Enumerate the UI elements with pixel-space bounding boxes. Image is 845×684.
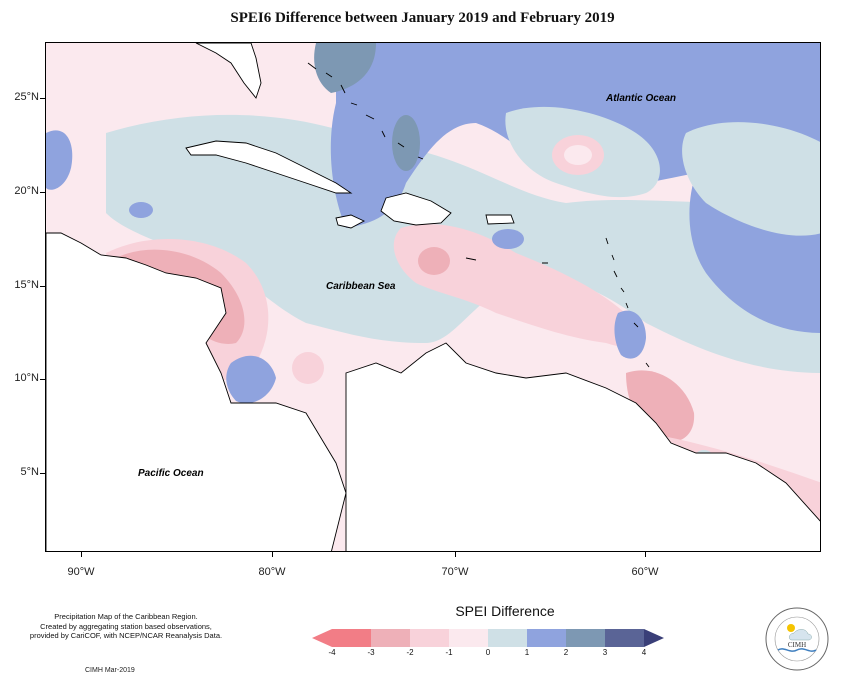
legend-colorbar <box>312 629 664 647</box>
notes-line-1: Precipitation Map of the Caribbean Regio… <box>54 612 198 621</box>
cuba-land <box>185 140 353 194</box>
lat-label-5: 5°N <box>20 466 39 478</box>
land-outlines <box>46 43 820 551</box>
map-panel: Atlantic Ocean Caribbean Sea Pacific Oce… <box>45 42 821 552</box>
island-marks <box>307 62 650 368</box>
lat-label-15: 15°N <box>14 279 39 291</box>
lat-label-25: 25°N <box>14 91 39 103</box>
lat-tick <box>40 379 45 380</box>
jamaica-land <box>335 214 366 229</box>
legend-cell <box>566 629 605 647</box>
logo-wave-icon <box>777 648 817 652</box>
legend-tick-label: 4 <box>641 648 647 657</box>
legend-tick-label: 2 <box>563 648 569 657</box>
atlantic-right-lens <box>682 122 820 236</box>
lon-label-80: 80°W <box>258 566 286 578</box>
western-blue-spot <box>46 130 73 190</box>
legend-cell <box>605 629 644 647</box>
notes-line-2: Created by aggregating station based obs… <box>40 621 212 631</box>
lon-tick <box>645 552 646 557</box>
cimh-logo: CIMH <box>765 607 829 671</box>
legend-cell <box>332 629 371 647</box>
yucatan-blue-spot <box>129 202 153 218</box>
central-caribbean-pink <box>393 224 640 347</box>
antilles-blue-spot <box>614 310 646 359</box>
panama-pink-spot <box>292 352 324 384</box>
florida-land <box>195 43 262 99</box>
map-title: SPEI6 Difference between January 2019 an… <box>230 10 615 26</box>
anomaly-fields <box>46 43 820 551</box>
legend-cell <box>488 629 527 647</box>
central-red-spot <box>418 247 450 275</box>
lon-label-70: 70°W <box>441 566 469 578</box>
notes-line-3: provided by CariCOF, with NCEP/NCAR Rean… <box>29 631 223 640</box>
puerto-rico-land <box>485 214 515 225</box>
lat-tick <box>40 286 45 287</box>
puerto-rico-blue-spot <box>492 229 524 249</box>
atlantic-ocean-label: Atlantic Ocean <box>606 93 677 104</box>
pacific-ocean-label: Pacific Ocean <box>138 468 204 479</box>
logo-cloud-icon <box>789 629 812 641</box>
legend-title: SPEI Difference <box>455 603 555 619</box>
lat-tick <box>40 473 45 474</box>
legend-tick-label: 1 <box>524 648 530 657</box>
lon-label-60: 60°W <box>631 566 659 578</box>
legend-tick-label: -4 <box>328 648 336 657</box>
legend-tick-label: -3 <box>367 648 375 657</box>
legend-cell <box>527 629 566 647</box>
central-america-land <box>46 232 347 551</box>
legend-cell <box>371 629 410 647</box>
logo-sun-icon <box>787 624 795 632</box>
legend-cell <box>410 629 449 647</box>
lat-tick <box>40 98 45 99</box>
legend-tick-label: -2 <box>406 648 414 657</box>
legend-tick-label: 3 <box>602 648 608 657</box>
map-notes: Precipitation Map of the Caribbean Regio… <box>6 612 246 641</box>
credit-text: CIMH Mar-2019 <box>85 667 135 674</box>
legend-arrow-right <box>644 629 664 647</box>
south-america-land <box>345 342 820 551</box>
atlantic-pink-spot-inner <box>564 145 592 165</box>
legend-tick-label: -1 <box>445 648 453 657</box>
hispaniola-land <box>380 192 452 226</box>
lat-label-10: 10°N <box>14 372 39 384</box>
lat-label-20: 20°N <box>14 185 39 197</box>
caribbean-sea-label: Caribbean Sea <box>326 281 396 292</box>
lon-tick <box>455 552 456 557</box>
lon-tick <box>81 552 82 557</box>
logo-text: CIMH <box>788 641 806 649</box>
atlantic-blue-region <box>330 43 820 333</box>
legend-cell <box>449 629 488 647</box>
lat-tick <box>40 192 45 193</box>
spei-map <box>46 43 820 551</box>
lon-label-90: 90°W <box>67 566 95 578</box>
panama-blue-spot <box>226 355 276 404</box>
hispaniola-slate-spot <box>392 115 420 171</box>
bahamas-slate-spot <box>314 43 376 93</box>
legend-arrow-left <box>312 629 332 647</box>
lon-tick <box>272 552 273 557</box>
legend-tick-label: 0 <box>485 648 491 657</box>
